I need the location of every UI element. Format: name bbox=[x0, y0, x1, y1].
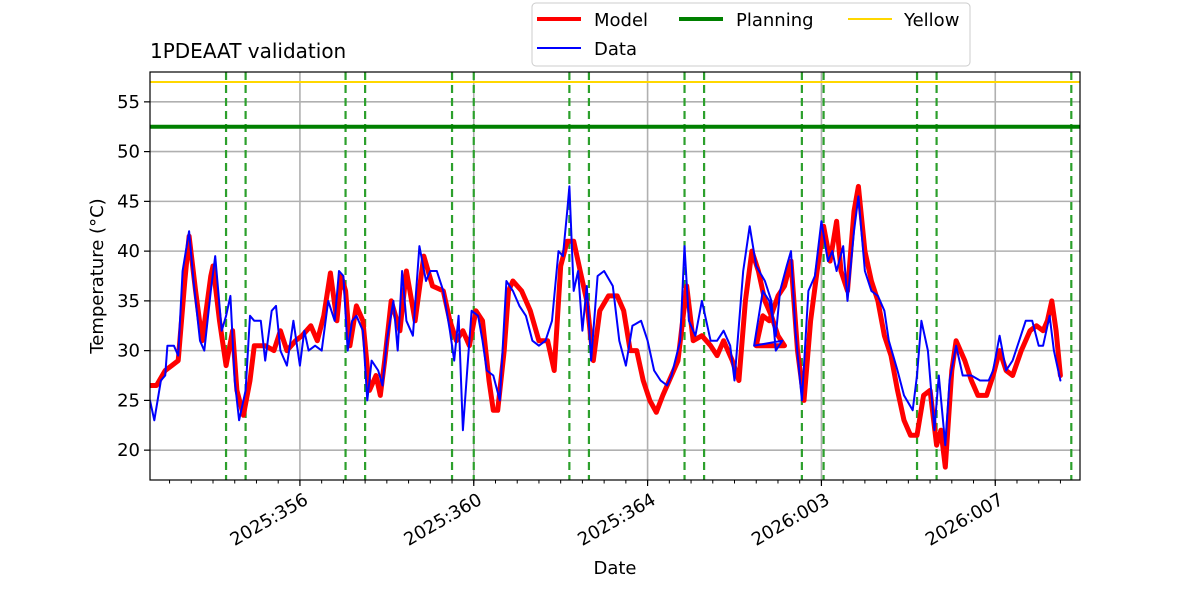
y-axis: 20 25 30 35 40 45 50 55 bbox=[117, 92, 150, 461]
x-tick-label: 2026:003 bbox=[748, 489, 833, 550]
plot-area bbox=[150, 72, 1080, 480]
x-tick-label: 2025:360 bbox=[400, 489, 485, 550]
threshold-vertical-lines bbox=[224, 72, 1073, 480]
legend-planning-label: Planning bbox=[736, 10, 814, 31]
y-tick-label: 25 bbox=[117, 390, 140, 411]
x-tick-label: 2026:007 bbox=[922, 489, 1007, 550]
x-tick-label: 2025:356 bbox=[227, 489, 312, 550]
y-tick-label: 45 bbox=[117, 191, 140, 212]
model-series-line bbox=[150, 183, 1063, 470]
legend: Model Data Planning Yellow bbox=[531, 2, 971, 67]
data-series-line bbox=[150, 185, 1062, 447]
y-tick-label: 35 bbox=[117, 291, 140, 312]
grid bbox=[150, 72, 1080, 480]
legend-model-label: Model bbox=[594, 10, 648, 31]
x-axis-label: Date bbox=[593, 558, 636, 579]
y-tick-label: 30 bbox=[117, 341, 140, 362]
y-tick-label: 55 bbox=[117, 92, 140, 113]
y-tick-label: 40 bbox=[117, 241, 140, 262]
y-tick-label: 20 bbox=[117, 440, 140, 461]
x-tick-label: 2025:364 bbox=[574, 489, 659, 550]
legend-data-label: Data bbox=[594, 39, 637, 60]
limit-lines bbox=[150, 80, 1080, 129]
y-axis-label: Temperature (°C) bbox=[87, 198, 108, 354]
series-lines bbox=[150, 183, 1063, 470]
y-tick-label: 50 bbox=[117, 142, 140, 163]
plot-frame bbox=[149, 71, 1081, 481]
legend-yellow-label: Yellow bbox=[903, 10, 959, 31]
chart-title: 1PDEAAT validation bbox=[150, 39, 346, 63]
x-axis: 2025:356 2025:360 2025:364 2026:003 2026:007 bbox=[169, 480, 1061, 551]
